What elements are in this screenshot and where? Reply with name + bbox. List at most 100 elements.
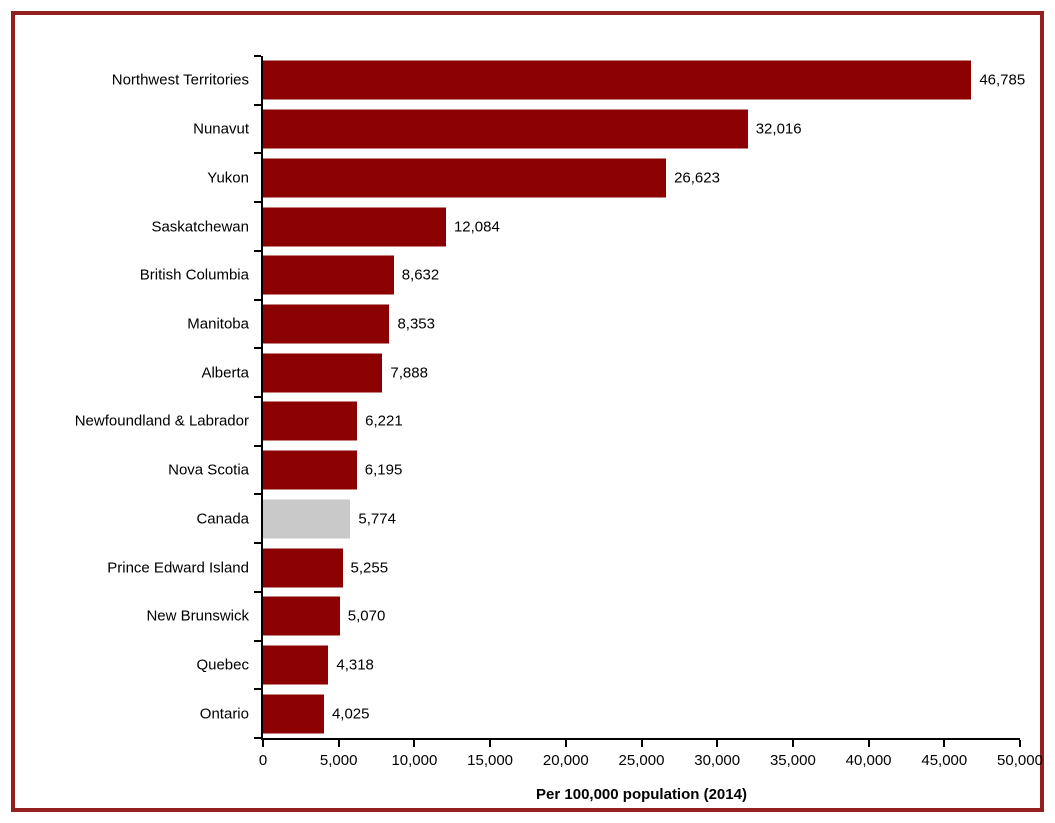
bar <box>263 645 329 685</box>
bar-row: British Columbia 8,632 <box>140 251 1020 300</box>
category-label: Prince Edward Island <box>107 559 249 577</box>
y-axis-tick <box>254 298 261 301</box>
category-label: Saskatchewan <box>151 218 249 236</box>
bar-row: Canada 5,774 <box>196 494 1020 543</box>
x-axis-title: Per 100,000 population (2014) <box>536 786 747 803</box>
y-axis-tick <box>254 55 261 57</box>
x-axis-tick <box>337 740 340 747</box>
y-axis-tick <box>254 688 261 691</box>
bar-rows: Northwest Territories 46,785 Nunavut 32,016… <box>75 56 1025 738</box>
bar-row: Newfoundland & Labrador 6,221 <box>75 397 1020 446</box>
value-label: 12,084 <box>453 218 500 236</box>
category-label: Nunavut <box>193 120 249 138</box>
bar <box>263 499 351 539</box>
bar-row: Alberta 7,888 <box>201 348 1020 397</box>
value-label: 5,070 <box>347 607 386 625</box>
x-axis-tick <box>1019 740 1021 747</box>
bar <box>263 694 324 734</box>
y-axis-tick <box>254 152 261 155</box>
x-axis-tick-label: 0 <box>258 752 268 769</box>
value-label: 46,785 <box>979 71 1026 89</box>
x-axis-tick-label: 25,000 <box>618 752 665 769</box>
bar-row: Quebec 4,318 <box>196 641 1020 690</box>
category-label: Quebec <box>196 656 249 674</box>
bar-row: New Brunswick 5,070 <box>146 592 1020 641</box>
x-axis-tick <box>716 740 719 747</box>
y-axis-tick <box>254 542 261 545</box>
bar-row: Nova Scotia 6,195 <box>168 446 1020 495</box>
x-axis-tick-label: 45,000 <box>921 752 968 769</box>
bar <box>263 60 972 100</box>
x-axis-tick-label: 50,000 <box>997 752 1043 769</box>
category-label: Ontario <box>199 705 249 723</box>
category-label: Northwest Territories <box>111 71 249 89</box>
bar <box>263 109 748 149</box>
bar <box>263 548 343 588</box>
value-label: 6,221 <box>365 412 403 430</box>
y-axis-tick <box>254 639 261 642</box>
bar <box>263 255 394 295</box>
value-label: 7,888 <box>390 364 428 382</box>
x-axis-tick <box>413 740 416 747</box>
value-label: 26,623 <box>674 169 720 187</box>
bar-row: Prince Edward Island 5,255 <box>107 543 1020 592</box>
category-label: Yukon <box>207 169 249 187</box>
value-label: 32,016 <box>755 120 802 138</box>
y-axis-tick <box>254 590 261 593</box>
bar <box>263 353 383 393</box>
x-axis-tick-label: 20,000 <box>542 752 589 769</box>
bar <box>263 596 340 636</box>
value-label: 4,025 <box>331 705 370 723</box>
x-axis-tick-label: 35,000 <box>769 752 816 769</box>
value-label: 8,632 <box>401 266 440 284</box>
bar-row: Yukon 26,623 <box>207 153 1020 202</box>
x-axis-tick-label: 10,000 <box>391 752 438 769</box>
value-label: 5,774 <box>358 510 396 528</box>
y-axis-tick <box>254 737 261 739</box>
value-label: 8,353 <box>397 315 435 333</box>
value-label: 6,195 <box>364 461 403 479</box>
x-axis-tick-label: 40,000 <box>845 752 892 769</box>
category-label: British Columbia <box>139 266 249 284</box>
category-label: Newfoundland & Labrador <box>74 412 249 430</box>
bar <box>263 207 446 247</box>
bar-row: Manitoba 8,353 <box>187 300 1020 349</box>
y-axis-tick <box>254 249 261 252</box>
bar-row: Ontario 4,025 <box>200 689 1020 738</box>
category-label: Nova Scotia <box>168 461 249 479</box>
y-axis-tick <box>254 103 261 106</box>
x-axis-tick <box>262 740 264 747</box>
x-axis-tick <box>791 740 794 747</box>
bar-row: Northwest Territories 46,785 <box>112 56 1025 105</box>
plot-area: Northwest Territories 46,785 Nunavut 32,016… <box>75 55 1043 803</box>
x-axis-tick <box>640 740 643 747</box>
category-label: Alberta <box>201 364 249 382</box>
x-axis-tick-label: 5,000 <box>319 752 358 769</box>
value-label: 4,318 <box>336 656 374 674</box>
y-axis-tick <box>254 493 261 496</box>
category-label: Manitoba <box>187 315 249 333</box>
x-axis-tick <box>564 740 567 747</box>
y-axis-line <box>261 56 263 740</box>
y-axis-tick <box>254 396 261 398</box>
y-axis-tick <box>254 444 261 447</box>
y-axis-tick <box>254 201 261 204</box>
chart-frame: Northwest Territories 46,785 Nunavut 32,016… <box>11 11 1044 812</box>
bar <box>263 450 357 490</box>
bar <box>263 158 667 198</box>
x-axis-tick <box>489 740 492 747</box>
x-axis-tick-label: 30,000 <box>694 752 741 769</box>
bar-row: Nunavut 32,016 <box>193 105 1020 154</box>
x-axis-tick-label: 15,000 <box>467 752 514 769</box>
x-axis-tick <box>867 740 870 747</box>
bar-row: Saskatchewan 12,084 <box>151 202 1020 251</box>
value-label: 5,255 <box>350 559 389 577</box>
category-label: New Brunswick <box>146 607 249 625</box>
category-label: Canada <box>196 510 249 528</box>
x-axis-tick <box>943 740 946 747</box>
bar <box>263 304 390 344</box>
x-axis-line <box>261 738 1020 740</box>
y-axis-tick <box>254 347 261 350</box>
bar <box>263 401 358 441</box>
